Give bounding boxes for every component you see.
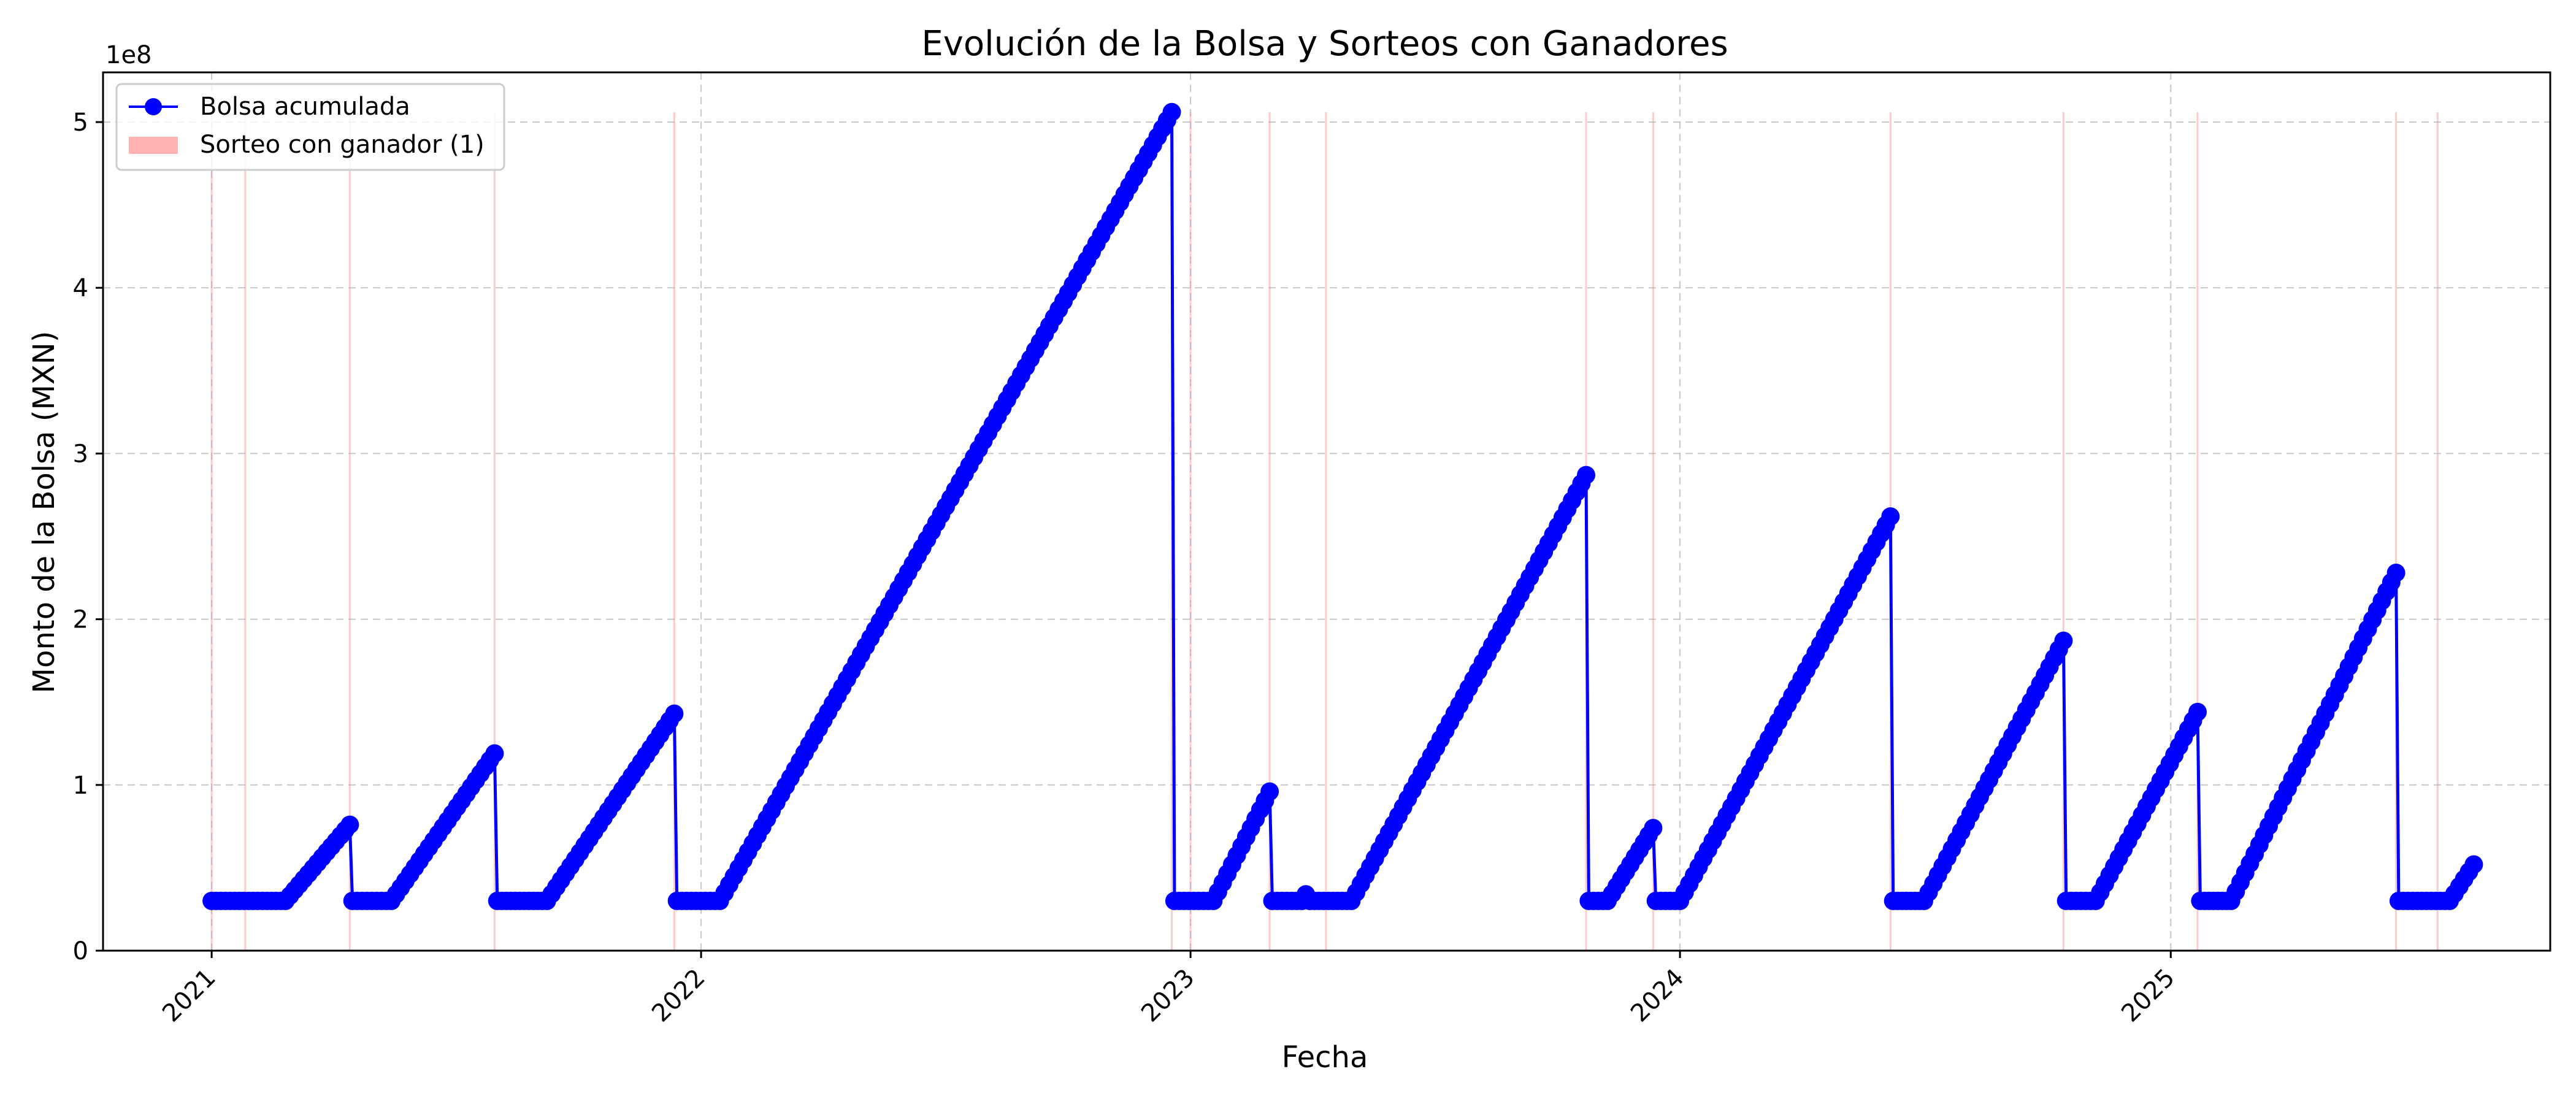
data-point (1260, 782, 1279, 801)
data-point (340, 815, 359, 834)
data-point (485, 744, 504, 763)
data-point (2464, 855, 2483, 874)
data-point (2054, 631, 2073, 650)
y-offset-text: 1e8 (105, 41, 152, 69)
data-point (2386, 564, 2405, 582)
data-point (1644, 819, 1663, 838)
y-tick-label: 4 (73, 274, 88, 302)
legend: Bolsa acumulada Sorteo con ganador (1) (115, 83, 505, 171)
data-point (1577, 466, 1595, 485)
x-axis-label: Fecha (1282, 1040, 1368, 1075)
y-tick-label: 1 (73, 772, 88, 800)
legend-marker-swatch (145, 98, 162, 115)
plot-frame (102, 71, 2551, 952)
y-axis-label: Monto de la Bolsa (MXN) (27, 331, 61, 694)
data-point (665, 704, 684, 723)
series-bolsa (202, 102, 2483, 910)
legend-box (115, 83, 505, 171)
data-point (2188, 702, 2207, 721)
grid (103, 72, 2550, 951)
y-axis: 0 1 2 3 4 5 (73, 109, 103, 965)
chart-title: Evolución de la Bolsa y Sorteos con Gana… (921, 24, 1728, 64)
data-point (1881, 507, 1900, 526)
legend-label-ganador: Sorteo con ganador (1) (200, 131, 485, 159)
y-tick-label: 5 (73, 109, 88, 137)
y-tick-label: 0 (73, 937, 88, 965)
y-tick-label: 2 (73, 606, 88, 634)
legend-band-swatch (129, 137, 178, 154)
y-tick-label: 3 (73, 440, 88, 468)
legend-label-bolsa: Bolsa acumulada (200, 93, 410, 121)
data-point (1162, 102, 1181, 121)
